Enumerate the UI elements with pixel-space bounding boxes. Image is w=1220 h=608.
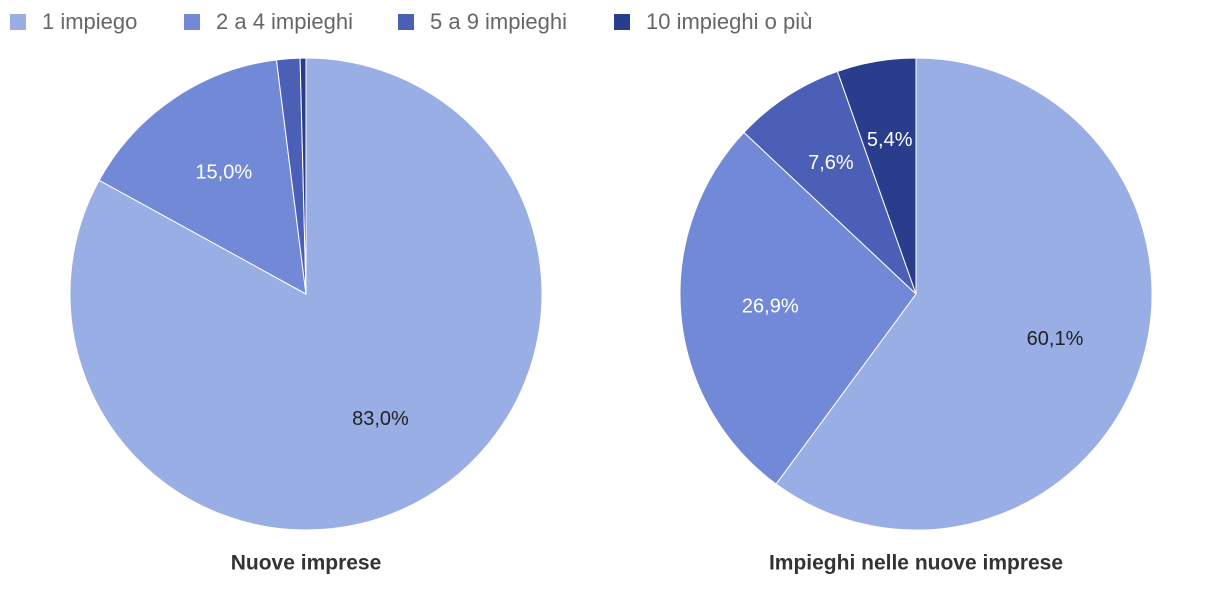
legend-swatch (184, 14, 200, 30)
data-label: 7,6% (808, 152, 854, 174)
legend-swatch (10, 14, 26, 30)
chart-title: Impieghi nelle nuove imprese (769, 552, 1063, 575)
pie-slice (679, 131, 917, 485)
chart-title: Nuove imprese (231, 552, 382, 575)
legend-label: 5 a 9 impieghi (430, 9, 567, 34)
data-label: 26,9% (742, 296, 799, 318)
pie-slice (299, 57, 307, 295)
data-label: 15,0% (195, 161, 252, 183)
pie-slice (743, 70, 917, 295)
legend-swatch (398, 14, 414, 30)
legend-label: 2 a 4 impieghi (216, 9, 353, 34)
legend-label: 10 impieghi o più (646, 9, 812, 34)
legend-swatch (614, 14, 630, 30)
data-label: 60,1% (1027, 328, 1084, 350)
data-label: 5,4% (867, 129, 913, 151)
pie-slice (98, 59, 307, 295)
legend-label: 1 impiego (42, 9, 137, 34)
pie-slice (775, 57, 1153, 531)
pie-slice (836, 57, 917, 295)
data-label: 83,0% (352, 408, 409, 430)
